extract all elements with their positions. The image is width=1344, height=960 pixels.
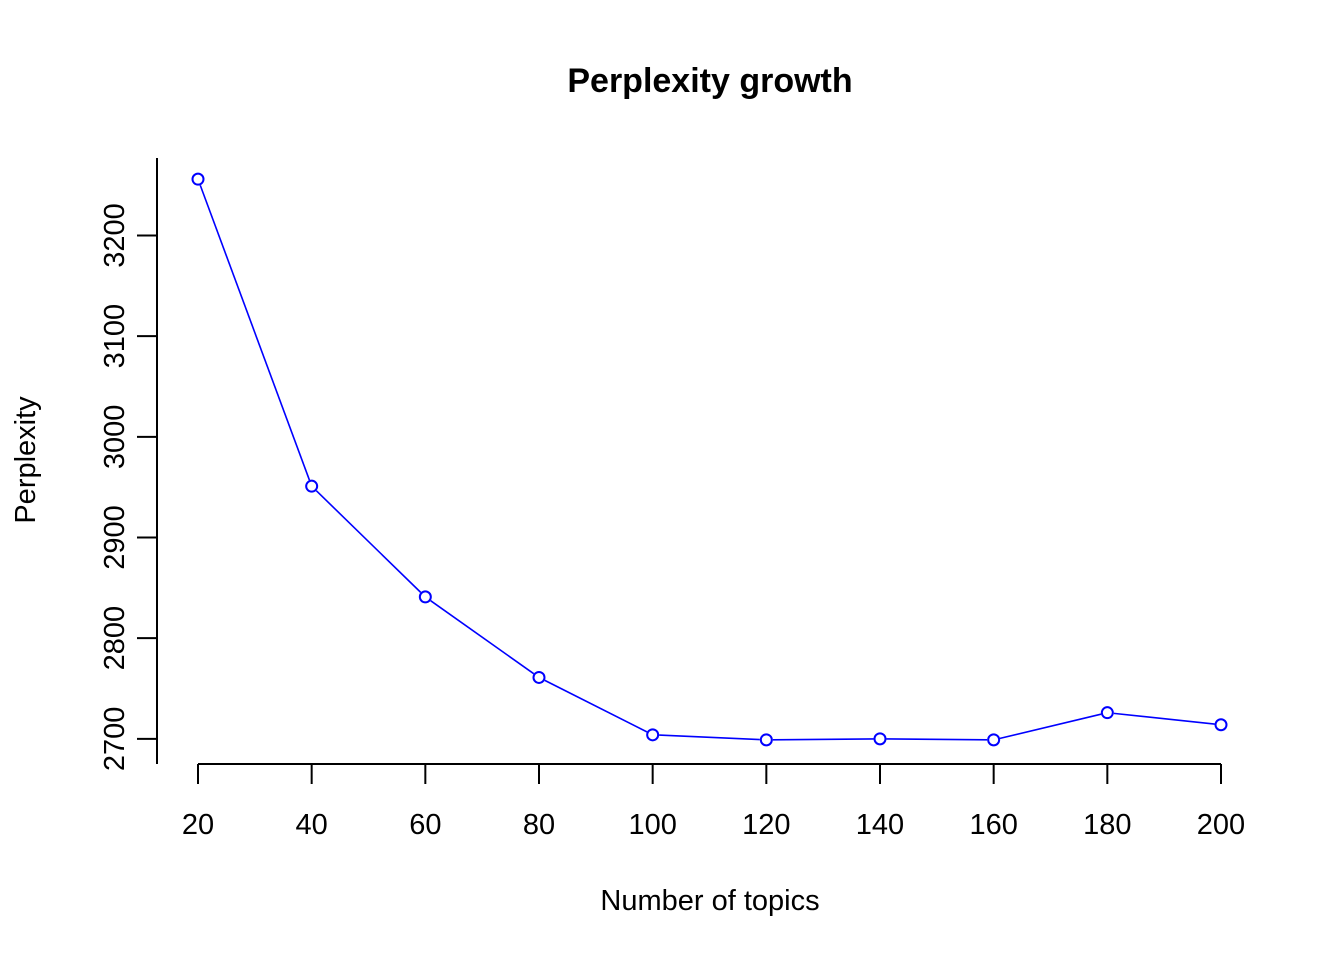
data-point — [873, 732, 887, 746]
data-point — [987, 733, 1001, 747]
x-tick-label: 200 — [1197, 809, 1245, 841]
x-tick-label: 140 — [856, 809, 904, 841]
y-tick-label: 2900 — [99, 505, 131, 570]
series-line-segment — [1113, 712, 1215, 725]
x-tick-label: 120 — [742, 809, 790, 841]
data-point — [305, 479, 319, 493]
x-tick-label: 160 — [969, 809, 1017, 841]
y-tick-label: 2800 — [99, 606, 131, 671]
data-point — [646, 728, 660, 742]
y-tick-label: 3200 — [99, 203, 131, 268]
x-tick-label: 20 — [182, 809, 214, 841]
series-perplexity — [191, 172, 1228, 747]
data-point — [532, 670, 546, 684]
series-line-segment — [659, 734, 760, 741]
data-point — [1100, 706, 1114, 720]
series-line-segment — [430, 600, 535, 675]
data-point — [191, 172, 205, 186]
series-line-segment — [544, 679, 648, 733]
series-line-segment — [315, 490, 422, 593]
data-point — [759, 733, 773, 747]
x-tick-label: 80 — [523, 809, 555, 841]
y-axis: 2700 2800 2900 3000 3100 3200 — [99, 158, 158, 772]
series-line-segment — [772, 738, 874, 741]
y-tick-label: 3100 — [99, 304, 131, 369]
y-tick-label: 2700 — [99, 707, 131, 772]
data-point — [1214, 718, 1228, 732]
series-line-segment — [886, 738, 988, 741]
x-tick-label: 60 — [409, 809, 441, 841]
series-line-segment — [999, 713, 1102, 740]
y-tick-label: 3000 — [99, 405, 131, 470]
y-axis-label: Perplexity — [10, 396, 42, 524]
x-tick-label: 180 — [1083, 809, 1131, 841]
data-point — [418, 590, 432, 604]
chart-title: Perplexity growth — [567, 62, 852, 100]
x-axis: 20 40 60 80 100 120 140 160 180 200 — [182, 763, 1245, 841]
x-axis-label: Number of topics — [600, 885, 819, 917]
series-line-segment — [199, 184, 311, 481]
x-tick-label: 40 — [296, 809, 328, 841]
x-tick-label: 100 — [628, 809, 676, 841]
